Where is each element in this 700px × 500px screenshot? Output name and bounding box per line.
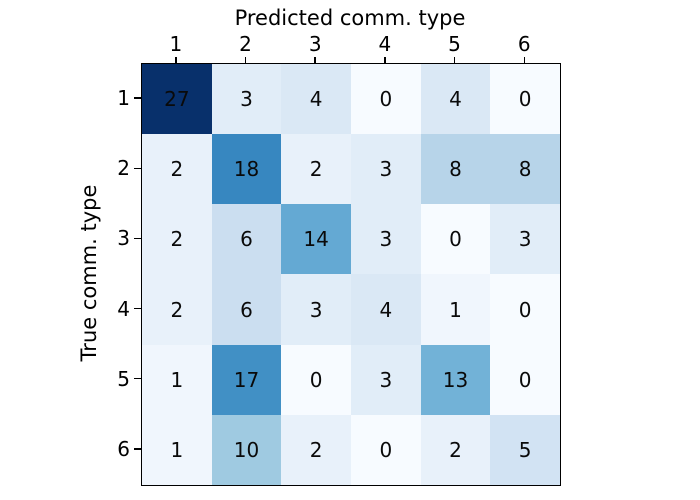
x-tick-labels: 1 2 3 4 5 6: [141, 33, 559, 55]
y-tick-label: 6: [117, 436, 130, 461]
x-tick-label: 1: [169, 32, 183, 56]
heatmap-cell: 10: [211, 414, 282, 485]
x-tick-mark: [211, 57, 281, 63]
x-tick-label: 2: [239, 32, 252, 56]
heatmap-cell: 3: [350, 344, 421, 415]
x-axis-label: Predicted comm. type: [234, 6, 466, 30]
heatmap-cell: 2: [281, 134, 351, 205]
heatmap-cell: 4: [281, 64, 351, 135]
heatmap-cell: 3: [211, 64, 282, 135]
heatmap-cell: 13: [420, 344, 491, 415]
y-tick-mark: [134, 274, 141, 344]
y-tick-label: 3: [117, 226, 130, 251]
x-tick-mark: [489, 57, 559, 63]
heatmap-cell: 17: [211, 344, 282, 415]
y-tick-mark: [134, 63, 141, 133]
heatmap-cell: 2: [281, 414, 351, 485]
y-tick-label: 1: [117, 86, 130, 111]
heatmap-cell: 3: [350, 204, 421, 275]
heatmap-cell: 0: [281, 344, 351, 415]
y-tick-label: 5: [117, 366, 130, 391]
y-tick-labels: 1 2 3 4 5 6: [88, 63, 130, 484]
y-tick-mark: [134, 344, 141, 414]
heatmap-cell: 1: [142, 414, 212, 485]
y-tick-label: 2: [117, 156, 130, 181]
x-tick-label: 5: [448, 32, 461, 56]
x-tick-mark: [420, 57, 490, 63]
heatmap-cell: 0: [490, 64, 560, 135]
heatmap-cell: 4: [350, 274, 421, 345]
heatmap-cell: 2: [142, 204, 212, 275]
y-tick-mark: [134, 133, 141, 203]
heatmap-cell: 8: [420, 134, 491, 205]
heatmap-cell: 4: [420, 64, 491, 135]
heatmap-cell: 5: [490, 414, 560, 485]
heatmap-cell: 0: [350, 414, 421, 485]
x-tick-label: 4: [378, 32, 392, 56]
y-tick-label: 4: [117, 296, 130, 321]
heatmap-cell: 6: [211, 274, 282, 345]
y-tick-mark: [134, 414, 141, 484]
heatmap-cell: 18: [211, 134, 282, 205]
heatmap-cell: 1: [420, 274, 491, 345]
x-tick-mark: [280, 57, 350, 63]
heatmap-cell: 3: [281, 274, 351, 345]
y-tick-mark: [134, 203, 141, 273]
heatmap-cell: 0: [490, 274, 560, 345]
heatmap-cell: 2: [142, 134, 212, 205]
x-tick-label: 3: [308, 32, 322, 56]
heatmap-cell: 6: [211, 204, 282, 275]
y-tick-marks: [134, 63, 141, 484]
heatmap-cell: 14: [281, 204, 351, 275]
heatmap-grid: 27 3 4 0 4 0 2 18 2 3 8 8 2 6 14 3 0 3 2 6 3 4 1 0 1 17 0 3 13 0 1 10 2 0…: [141, 63, 561, 486]
heatmap-cell: 2: [142, 274, 212, 345]
heatmap-cell: 3: [490, 204, 560, 275]
x-tick-mark: [141, 57, 211, 63]
x-tick-mark: [350, 57, 420, 63]
heatmap-cell: 27: [142, 64, 212, 135]
x-tick-label: 6: [517, 32, 531, 56]
heatmap-cell: 3: [350, 134, 421, 205]
heatmap-cell: 0: [490, 344, 560, 415]
x-tick-marks: [141, 57, 559, 63]
heatmap-cell: 1: [142, 344, 212, 415]
heatmap-cell: 8: [490, 134, 560, 205]
heatmap-cell: 0: [350, 64, 421, 135]
heatmap-cell: 0: [420, 204, 491, 275]
heatmap-cell: 2: [420, 414, 491, 485]
